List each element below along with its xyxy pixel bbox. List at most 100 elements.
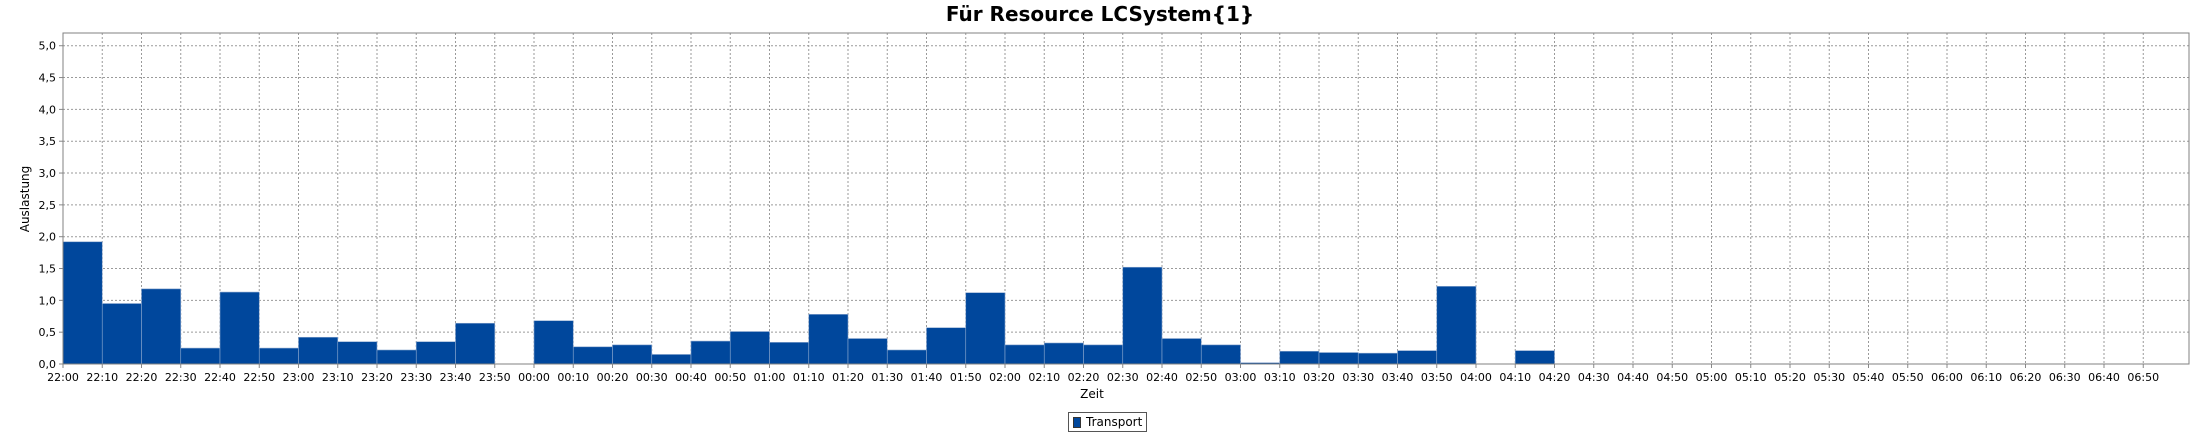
x-tick-label: 00:20 [597, 371, 629, 384]
bar [1043, 342, 1084, 365]
bar [1161, 338, 1202, 365]
x-tick-label: 23:30 [400, 371, 432, 384]
x-tick-label: 05:20 [1774, 371, 1806, 384]
y-tick-label: 3,5 [39, 135, 57, 148]
bar [1436, 286, 1477, 365]
x-tick-label: 00:50 [714, 371, 746, 384]
y-tick-label: 4,0 [39, 103, 57, 116]
bar [533, 320, 574, 365]
x-tick-label: 02:30 [1107, 371, 1139, 384]
bar [298, 336, 339, 365]
legend-swatch-transport [1073, 416, 1081, 428]
y-tick-label: 0,5 [39, 326, 57, 339]
x-tick-label: 05:50 [1892, 371, 1924, 384]
x-axis-label: Zeit [1080, 387, 1104, 401]
x-tick-label: 00:00 [518, 371, 550, 384]
bar [651, 354, 692, 365]
bar [847, 338, 888, 365]
x-tick-label: 04:10 [1499, 371, 1531, 384]
x-tick-label: 03:30 [1342, 371, 1374, 384]
bar [965, 292, 1006, 365]
x-tick-label: 01:00 [754, 371, 786, 384]
x-tick-label: 02:50 [1185, 371, 1217, 384]
bar [1004, 344, 1045, 365]
x-tick-label: 04:50 [1656, 371, 1688, 384]
x-tick-label: 05:10 [1735, 371, 1767, 384]
x-tick-label: 03:40 [1382, 371, 1414, 384]
x-tick-label: 02:40 [1146, 371, 1178, 384]
x-tick-label: 01:20 [832, 371, 864, 384]
x-tick-label: 22:20 [126, 371, 158, 384]
bar [101, 303, 142, 365]
bar [376, 349, 417, 365]
x-tick-label: 03:10 [1264, 371, 1296, 384]
x-tick-label: 04:40 [1617, 371, 1649, 384]
x-tick-label: 03:20 [1303, 371, 1335, 384]
x-tick-label: 00:40 [675, 371, 707, 384]
x-tick-label: 00:10 [557, 371, 589, 384]
y-tick-label: 2,0 [39, 231, 57, 244]
bar [1279, 350, 1320, 365]
x-tick-label: 01:50 [950, 371, 982, 384]
x-tick-label: 06:30 [2049, 371, 2081, 384]
x-tick-label: 22:10 [86, 371, 118, 384]
plot-border [62, 32, 2190, 365]
bar [180, 347, 221, 365]
bar [141, 288, 182, 365]
x-tick-label: 23:20 [361, 371, 393, 384]
x-tick-label: 01:30 [871, 371, 903, 384]
axes-layer [59, 32, 2190, 368]
bar [219, 291, 260, 365]
x-tick-label: 23:50 [479, 371, 511, 384]
legend-label-transport: Transport [1086, 415, 1143, 429]
x-tick-label: 00:30 [636, 371, 668, 384]
x-tick-label: 04:30 [1578, 371, 1610, 384]
bar [926, 327, 967, 365]
y-tick-label: 3,0 [39, 167, 57, 180]
x-tick-label: 23:10 [322, 371, 354, 384]
chart-title: Für Resource LCSystem{1} [945, 2, 1255, 26]
x-tick-label: 22:40 [204, 371, 236, 384]
y-tick-label: 2,5 [39, 199, 57, 212]
bar [62, 241, 103, 365]
bars-layer [62, 241, 1555, 365]
bar [769, 342, 810, 365]
x-tick-label: 06:20 [2010, 371, 2042, 384]
bar [808, 314, 849, 365]
x-tick-label: 04:00 [1460, 371, 1492, 384]
x-tick-label: 23:40 [440, 371, 472, 384]
y-tick-label: 5,0 [39, 40, 57, 53]
x-tick-label: 01:10 [793, 371, 825, 384]
x-tick-label: 05:40 [1853, 371, 1885, 384]
legend: Transport [1068, 412, 1148, 432]
bar [415, 341, 456, 365]
y-axis-label: Auslastung [18, 166, 32, 233]
x-tick-label: 05:00 [1696, 371, 1728, 384]
y-tick-label: 1,0 [39, 294, 57, 307]
bar [1083, 344, 1124, 365]
x-tick-label: 03:50 [1421, 371, 1453, 384]
x-tick-label: 01:40 [911, 371, 943, 384]
y-tick-label: 1,5 [39, 263, 57, 276]
bar [1200, 344, 1241, 365]
bar [1122, 266, 1163, 365]
bar [1318, 352, 1359, 365]
ticks-layer: 0,0 0,5 1,0 1,5 2,0 2,5 3,0 3,5 4,0 4,5 5,0 22:00 22… [39, 40, 2160, 384]
bar [337, 341, 378, 365]
grid-layer [63, 33, 2189, 364]
bar [1397, 350, 1438, 365]
x-tick-label: 22:30 [165, 371, 197, 384]
bar [1357, 352, 1398, 365]
x-tick-label: 06:50 [2127, 371, 2159, 384]
y-tick-label: 0,0 [39, 358, 57, 371]
x-tick-label: 22:50 [243, 371, 275, 384]
bar [1514, 350, 1555, 365]
y-tick-label: 4,5 [39, 72, 57, 85]
x-tick-label: 22:00 [47, 371, 79, 384]
x-tick-label: 02:00 [989, 371, 1021, 384]
x-tick-label: 03:00 [1225, 371, 1257, 384]
bar [729, 331, 770, 365]
bar [258, 347, 299, 365]
bar [572, 346, 613, 365]
